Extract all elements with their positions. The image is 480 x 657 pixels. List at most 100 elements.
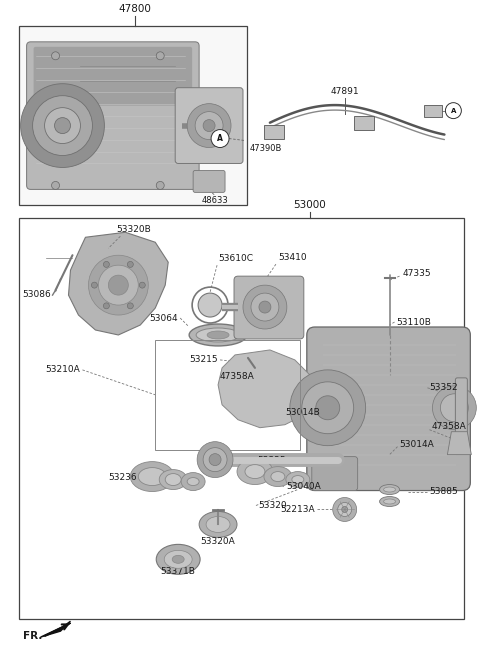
FancyBboxPatch shape — [307, 327, 470, 491]
Circle shape — [195, 112, 223, 139]
Circle shape — [33, 96, 93, 156]
Circle shape — [127, 261, 133, 267]
Circle shape — [51, 181, 60, 189]
Ellipse shape — [189, 324, 247, 346]
Circle shape — [103, 261, 109, 267]
Circle shape — [139, 282, 145, 288]
Text: 53320B: 53320B — [116, 225, 151, 235]
Text: 47800: 47800 — [119, 4, 152, 14]
Circle shape — [156, 52, 164, 60]
Text: 53064: 53064 — [150, 313, 178, 323]
Circle shape — [98, 265, 138, 305]
Ellipse shape — [380, 497, 399, 507]
Circle shape — [91, 282, 97, 288]
Ellipse shape — [292, 476, 304, 484]
Ellipse shape — [181, 472, 205, 491]
FancyBboxPatch shape — [26, 42, 199, 189]
Text: 53320: 53320 — [258, 501, 287, 510]
Circle shape — [127, 303, 133, 309]
Ellipse shape — [237, 459, 273, 485]
Text: 53371B: 53371B — [161, 567, 196, 576]
Ellipse shape — [156, 545, 200, 574]
Ellipse shape — [207, 331, 229, 339]
Circle shape — [302, 382, 354, 434]
Ellipse shape — [384, 487, 396, 492]
Text: 53610C: 53610C — [218, 254, 253, 263]
Text: 47335: 47335 — [403, 269, 431, 278]
Polygon shape — [41, 621, 71, 637]
Circle shape — [333, 497, 357, 522]
Circle shape — [203, 447, 227, 472]
Text: 53236: 53236 — [108, 473, 137, 482]
Text: 53014A: 53014A — [399, 440, 434, 449]
Ellipse shape — [130, 462, 174, 491]
Text: 53885: 53885 — [430, 487, 458, 496]
Circle shape — [88, 255, 148, 315]
Text: 47358A: 47358A — [432, 422, 466, 431]
Circle shape — [338, 503, 352, 516]
Circle shape — [445, 102, 461, 119]
Circle shape — [103, 303, 109, 309]
Ellipse shape — [187, 478, 199, 486]
Text: 47358A: 47358A — [220, 373, 255, 381]
Circle shape — [45, 108, 81, 143]
Text: 53210A: 53210A — [46, 365, 81, 374]
Circle shape — [51, 52, 60, 60]
Ellipse shape — [271, 472, 285, 482]
Text: 53000: 53000 — [293, 200, 326, 210]
Polygon shape — [19, 26, 247, 206]
Ellipse shape — [196, 328, 240, 342]
Polygon shape — [447, 432, 471, 455]
Text: 52213A: 52213A — [280, 505, 315, 514]
Circle shape — [209, 453, 221, 466]
Ellipse shape — [286, 472, 310, 487]
Text: 47390B: 47390B — [250, 144, 282, 153]
Polygon shape — [69, 233, 168, 335]
Circle shape — [187, 104, 231, 148]
Circle shape — [156, 181, 164, 189]
Text: 53320A: 53320A — [201, 537, 235, 547]
Circle shape — [55, 118, 71, 133]
Ellipse shape — [380, 485, 399, 495]
Text: 53014B: 53014B — [285, 408, 320, 417]
Circle shape — [198, 293, 222, 317]
Circle shape — [432, 386, 476, 430]
Polygon shape — [218, 350, 315, 428]
FancyBboxPatch shape — [424, 104, 443, 116]
Text: 47891: 47891 — [330, 87, 359, 96]
Text: FR.: FR. — [23, 631, 42, 641]
Circle shape — [197, 442, 233, 478]
Ellipse shape — [206, 516, 230, 532]
FancyBboxPatch shape — [175, 87, 243, 164]
Text: 53325: 53325 — [257, 455, 286, 464]
Circle shape — [211, 129, 229, 148]
Ellipse shape — [264, 466, 292, 487]
Circle shape — [290, 370, 366, 445]
Text: A: A — [451, 108, 456, 114]
Circle shape — [441, 394, 468, 422]
Ellipse shape — [384, 499, 396, 504]
FancyBboxPatch shape — [234, 276, 304, 339]
Ellipse shape — [245, 464, 265, 478]
Text: A: A — [217, 134, 223, 143]
Circle shape — [316, 396, 340, 420]
FancyBboxPatch shape — [456, 378, 468, 437]
Text: 53352: 53352 — [430, 383, 458, 392]
Text: 53215: 53215 — [190, 355, 218, 365]
Ellipse shape — [159, 470, 187, 489]
FancyBboxPatch shape — [354, 116, 373, 129]
Polygon shape — [19, 218, 464, 619]
Text: 53410: 53410 — [278, 253, 307, 262]
FancyBboxPatch shape — [264, 125, 284, 139]
FancyBboxPatch shape — [312, 457, 358, 491]
Text: 48633: 48633 — [202, 196, 228, 206]
FancyBboxPatch shape — [193, 170, 225, 193]
Circle shape — [21, 83, 104, 168]
Text: 53086: 53086 — [22, 290, 50, 298]
Circle shape — [342, 507, 348, 512]
Ellipse shape — [164, 551, 192, 568]
Circle shape — [243, 285, 287, 329]
Ellipse shape — [138, 468, 166, 486]
Circle shape — [251, 293, 279, 321]
Ellipse shape — [199, 511, 237, 537]
